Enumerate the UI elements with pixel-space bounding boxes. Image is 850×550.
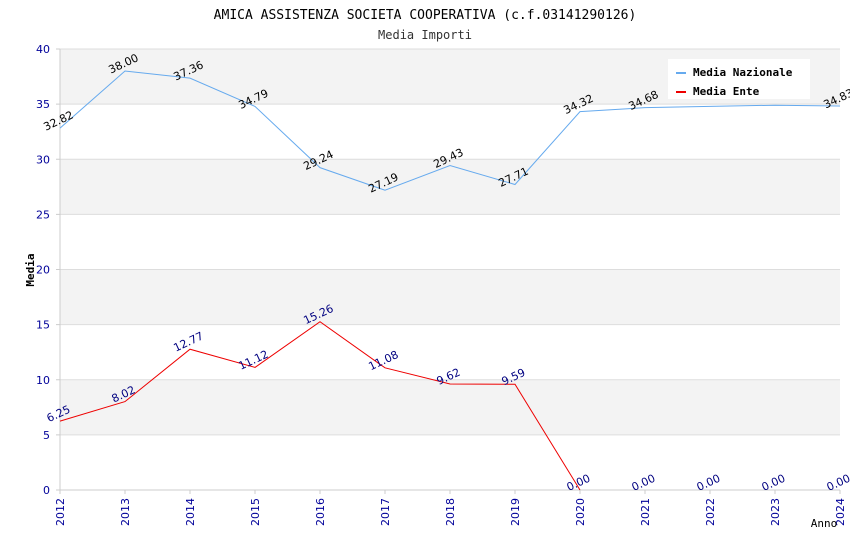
x-tick-label: 2013: [119, 498, 132, 526]
x-tick-label: 2014: [184, 498, 197, 526]
y-tick-label: 10: [36, 374, 50, 387]
x-tick-label: 2012: [54, 498, 67, 526]
grid-band: [60, 159, 840, 215]
plot-background-bands: [60, 48, 840, 491]
y-tick-label: 0: [43, 484, 50, 497]
x-tick-label: 2020: [574, 498, 587, 526]
x-tick-label: 2021: [639, 498, 652, 526]
x-tick-label: 2018: [444, 498, 457, 526]
grid-band: [60, 324, 840, 380]
grid-band: [60, 379, 840, 435]
y-tick-label: 25: [36, 208, 50, 221]
y-tick-label: 20: [36, 264, 50, 277]
x-axis-title: Anno: [811, 517, 838, 530]
x-tick-label: 2023: [769, 498, 782, 526]
y-tick-label: 5: [43, 429, 50, 442]
chart-title: AMICA ASSISTENZA SOCIETA COOPERATIVA (c.…: [214, 8, 637, 23]
series-line-media-ente: [59, 321, 581, 491]
legend-box: [668, 59, 810, 99]
series-lines: [59, 70, 841, 491]
x-tick-label: 2016: [314, 498, 327, 526]
grid-band: [60, 434, 840, 490]
x-tick-label: 2022: [704, 498, 717, 526]
x-tick-label: 2017: [379, 498, 392, 526]
series-line-media-nazionale: [59, 70, 841, 191]
y-tick-label: 15: [36, 319, 50, 332]
y-tick-label: 35: [36, 98, 50, 111]
grid-band: [60, 269, 840, 325]
legend-label: Media Ente: [693, 85, 760, 98]
grid-band: [60, 214, 840, 270]
x-tick-label: 2015: [249, 498, 262, 526]
axes: 0 5 10 15 20 25 30 35 40 2012 2013 2014 2015 2016 2017…: [36, 43, 847, 526]
y-tick-label: 30: [36, 153, 50, 166]
x-tick-label: 2019: [509, 498, 522, 526]
chart-subtitle: Media Importi: [378, 28, 472, 42]
y-tick-label: 40: [36, 43, 50, 56]
x-tick-label: 2024: [834, 498, 847, 526]
legend-label: Media Nazionale: [693, 66, 793, 79]
legend: Media Nazionale Media Ente: [668, 59, 810, 99]
grid-band: [60, 104, 840, 160]
y-axis-title: Media: [24, 253, 37, 286]
